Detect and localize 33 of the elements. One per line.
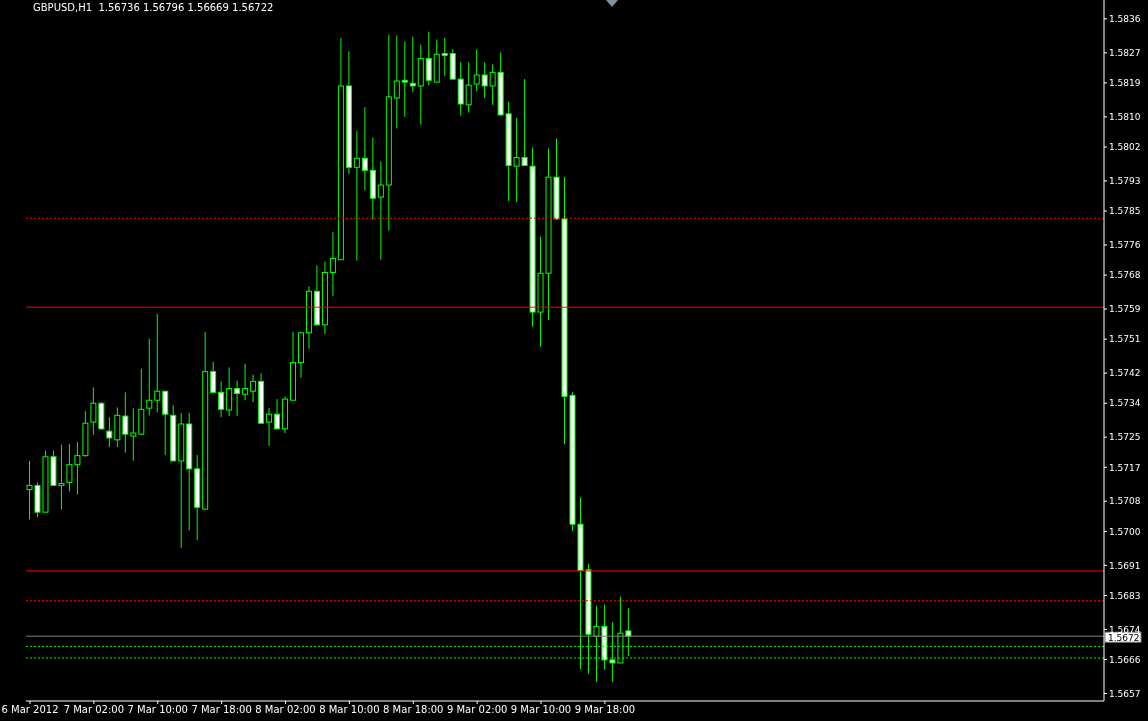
x-tick-label: 8 Mar 10:00 <box>319 704 380 716</box>
y-tick-label: 1.5742 <box>1109 368 1141 379</box>
y-tick-label: 1.5810 <box>1109 112 1141 123</box>
y-tick-label: 1.5827 <box>1109 47 1141 58</box>
y-tick-label: 1.5708 <box>1109 496 1141 507</box>
y-tick-label: 1.5793 <box>1109 176 1141 187</box>
x-tick-label: 9 Mar 18:00 <box>574 704 636 716</box>
y-tick-label: 1.5717 <box>1109 462 1141 473</box>
y-tick-label: 1.5691 <box>1109 560 1141 571</box>
y-tick-label: 1.5802 <box>1109 142 1141 153</box>
y-tick-label: 1.5751 <box>1109 334 1141 345</box>
y-tick-label: 1.5836 <box>1109 14 1141 25</box>
y-tick-label: 1.5666 <box>1109 654 1141 665</box>
y-tick-label: 1.5759 <box>1109 304 1141 315</box>
y-tick-label: 1.5776 <box>1109 240 1141 251</box>
chart-title: GBPUSD,H1 1.56736 1.56796 1.56669 1.56722 <box>33 2 274 13</box>
x-tick-label: 6 Mar 2012 <box>1 704 59 716</box>
y-tick-label: 1.5683 <box>1109 590 1141 601</box>
y-tick-label: 1.5785 <box>1109 206 1141 217</box>
x-tick-label: 7 Mar 18:00 <box>191 704 252 716</box>
y-tick-label: 1.5700 <box>1109 526 1141 537</box>
y-tick-label: 1.5819 <box>1109 78 1141 89</box>
x-tick-label: 9 Mar 02:00 <box>446 704 508 716</box>
y-tick-label: 1.5734 <box>1109 398 1141 409</box>
y-tick-label: 1.5725 <box>1109 432 1141 443</box>
y-tick-label: 1.5768 <box>1109 270 1141 281</box>
y-tick-label: 1.5657 <box>1109 688 1141 699</box>
x-tick-label: 8 Mar 02:00 <box>255 704 316 716</box>
x-tick-label: 9 Mar 10:00 <box>510 704 572 716</box>
x-tick-label: 8 Mar 18:00 <box>383 704 444 716</box>
x-tick-label: 7 Mar 10:00 <box>127 704 188 716</box>
x-tick-label: 7 Mar 02:00 <box>63 704 125 716</box>
ref-line-label: 1.5672 <box>1108 632 1140 643</box>
